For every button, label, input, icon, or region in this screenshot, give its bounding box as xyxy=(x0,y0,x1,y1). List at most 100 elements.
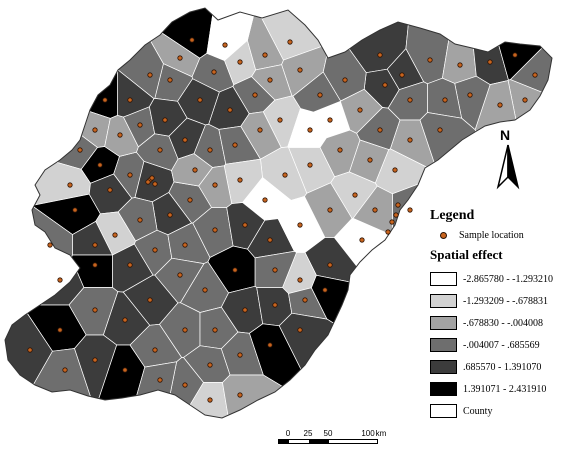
sample-location-point xyxy=(357,107,363,113)
sample-location-point xyxy=(277,117,283,123)
sample-location-point xyxy=(72,207,78,213)
sample-dot-icon xyxy=(440,232,447,239)
sample-location-point xyxy=(27,347,33,353)
legend-swatch xyxy=(430,294,457,308)
sample-location-point xyxy=(145,179,151,185)
legend-class: -1.293209 - -.678831 xyxy=(430,291,565,311)
sample-location-point xyxy=(385,229,391,235)
sample-location-point xyxy=(407,137,413,143)
legend-swatch xyxy=(430,272,457,286)
sample-location-point xyxy=(57,327,63,333)
sample-location-point xyxy=(442,97,448,103)
sample-location-point xyxy=(237,59,243,65)
sample-location-point xyxy=(232,267,238,273)
sample-location-point xyxy=(242,307,248,313)
sample-location-point xyxy=(202,287,208,293)
sample-points xyxy=(27,37,538,403)
legend-swatch xyxy=(430,338,457,352)
sample-location-point xyxy=(182,327,188,333)
sample-location-point xyxy=(182,382,188,388)
sample-location-point xyxy=(162,117,168,123)
legend-class-label: -.678830 - -.004008 xyxy=(463,317,543,329)
sample-location-point xyxy=(257,127,263,133)
sample-location-point xyxy=(399,72,405,78)
scale-bar: 0 25 50 100 km xyxy=(278,429,388,445)
sample-location-point xyxy=(437,127,443,133)
sample-location-point xyxy=(137,217,143,223)
legend-swatch xyxy=(430,360,457,374)
sample-location-point xyxy=(47,242,53,248)
sample-location-point xyxy=(117,132,123,138)
sample-location-point xyxy=(242,222,248,228)
sample-location-point xyxy=(102,97,108,103)
sample-location-point xyxy=(272,267,278,273)
legend-classes: -2.865780 - -1.293210 -1.293209 - -.6788… xyxy=(430,269,565,421)
sample-location-point xyxy=(359,237,365,243)
sample-location-point xyxy=(327,207,333,213)
sample-location-point xyxy=(107,187,113,193)
sample-location-point xyxy=(122,367,128,373)
sample-location-point xyxy=(212,327,218,333)
scale-labels: 0 25 50 100 km xyxy=(278,429,388,438)
scale-tick-label: 50 xyxy=(323,429,333,438)
sample-location-point xyxy=(92,262,98,268)
legend-sample-location: Sample location xyxy=(440,230,565,241)
county-cell xyxy=(251,64,293,101)
legend-class-label: 1.391071 - 2.431910 xyxy=(463,383,547,395)
sample-location-point xyxy=(302,297,308,303)
sample-location-point xyxy=(207,397,213,403)
legend-class: -.678830 - -.004008 xyxy=(430,313,565,333)
sample-location-point xyxy=(212,227,218,233)
sample-location-point xyxy=(237,352,243,358)
county-cell xyxy=(149,98,188,137)
spatial-effect-title: Spatial effect xyxy=(430,247,503,262)
sample-location-point xyxy=(212,182,218,188)
legend-class: -.004007 - .685569 xyxy=(430,335,565,355)
sample-location-point xyxy=(287,39,293,45)
sample-location-point xyxy=(112,232,118,238)
sample-location-point xyxy=(262,197,268,203)
sample-location-point xyxy=(532,72,538,78)
sample-location-point xyxy=(167,212,173,218)
legend-swatch xyxy=(430,404,457,418)
sample-location-point xyxy=(232,142,238,148)
sample-location-point xyxy=(177,55,183,61)
sample-location-point xyxy=(167,77,173,83)
sample-location-point xyxy=(149,175,155,181)
sample-location-point xyxy=(337,147,343,153)
sample-location-point xyxy=(317,92,323,98)
sample-location-point xyxy=(67,182,73,188)
sample-location-point xyxy=(372,207,378,213)
sample-location-point xyxy=(222,42,228,48)
sample-location-point xyxy=(389,219,395,225)
sample-location-point xyxy=(297,67,303,73)
sample-location-point xyxy=(189,37,195,43)
north-label: N xyxy=(500,127,511,143)
sample-location-point xyxy=(207,362,213,368)
sample-location-point xyxy=(147,297,153,303)
sample-location-point xyxy=(127,262,133,268)
county-cell xyxy=(171,153,213,187)
sample-location-point xyxy=(137,122,143,128)
sample-location-point xyxy=(522,97,528,103)
sample-location-point xyxy=(187,197,193,203)
sample-location-point xyxy=(127,172,133,178)
sample-location-point xyxy=(352,192,358,198)
sample-location-point xyxy=(342,77,348,83)
legend-class-label: County xyxy=(463,405,493,417)
legend-class-label: -1.293209 - -.678831 xyxy=(463,295,548,307)
sample-location-point xyxy=(182,242,188,248)
sample-location-point xyxy=(152,347,158,353)
sample-location-point xyxy=(227,107,233,113)
sample-location-point xyxy=(252,92,258,98)
legend-title: Legend xyxy=(430,208,475,223)
sample-location-point xyxy=(327,262,333,268)
sample-location-point xyxy=(467,92,473,98)
scale-tick-label: 100 xyxy=(361,429,375,438)
sample-location-point xyxy=(512,52,518,58)
scale-tick-label: 25 xyxy=(303,429,313,438)
sample-location-point xyxy=(237,177,243,183)
sample-location-point xyxy=(307,162,313,168)
sample-location-point xyxy=(92,242,98,248)
scale-tick-label: 0 xyxy=(285,429,291,438)
